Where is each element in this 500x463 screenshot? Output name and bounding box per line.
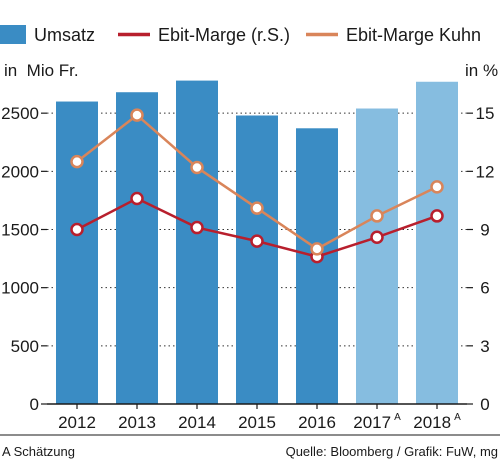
x-tick-label-2014: 2014 [178,413,216,432]
legend-label-umsatz: Umsatz [34,25,95,45]
ebit-marge-point-2012 [70,222,84,237]
ebit-marge-kuhn-point-2018 [430,180,444,194]
legend-label-ebit-marge: Ebit-Marge (r.S.) [158,25,290,45]
right-tick-label: 6 [480,279,489,298]
ebit-marge-point-2014 [190,220,204,235]
ebit-marge-kuhn-point-2012 [70,154,84,169]
ebit-marge-kuhn-point-2014 [190,160,204,175]
bar-2016 [296,128,338,405]
ebit-marge-kuhn-point-2016 [310,242,324,256]
legend-item-ebit-marge: Ebit-Marge (r.S.) [118,25,290,45]
x-axis-ticks: 2012 2013 2014 2015 2016 2017 A 2018 A [58,404,461,432]
ebit-marge-point-2013 [130,191,144,206]
ebit-marge-kuhn-point-2015 [250,201,264,215]
bar-series [56,80,458,405]
ebit-marge-point-2018 [430,209,444,223]
bar-2014 [176,80,218,405]
x-tick-label-2017: 2017 A [353,412,401,432]
x-tick-label-2016: 2016 [298,413,336,432]
ebit-marge-kuhn-point-2017 [370,209,384,223]
left-tick-label: 1000 [1,279,39,298]
left-tick-label: 2500 [1,104,39,123]
right-axis-unit: in % [465,61,498,80]
bar-2015 [236,115,278,404]
legend-swatch-umsatz [0,25,26,44]
right-axis-ticks: 0 3 6 9 12 15 [467,104,494,414]
left-tick-label: 500 [11,337,39,356]
left-tick-label: 0 [30,395,39,414]
left-axis-unit: in Mio Fr. [4,61,79,80]
footnote: A Schätzung [2,444,75,459]
bar-2018 [416,81,458,405]
estimate-superscript: A [394,412,401,423]
legend-item-umsatz: Umsatz [0,25,95,45]
line-series [70,108,444,264]
ebit-marge-point-2017 [370,230,384,245]
bar-2012 [56,101,98,405]
left-tick-label: 2000 [1,162,39,181]
x-tick-label-2012: 2012 [58,413,96,432]
left-axis-ticks: 0 500 1000 1500 2000 2500 [1,104,47,414]
right-tick-label: 15 [476,104,495,123]
right-tick-label: 9 [480,221,489,240]
right-tick-label: 0 [480,395,489,414]
bar-2017 [356,108,398,404]
source-credit: Quelle: Bloomberg / Grafik: FuW, mg [286,444,498,459]
legend-item-ebit-marge-kuhn: Ebit-Marge Kuhn [306,25,481,45]
estimate-superscript: A [454,412,461,423]
left-tick-label: 1500 [1,221,39,240]
legend-label-ebit-marge-kuhn: Ebit-Marge Kuhn [346,25,481,45]
right-tick-label: 3 [480,337,489,356]
ebit-marge-kuhn-point-2013 [130,108,144,122]
x-tick-label-2018: 2018 A [413,412,461,432]
x-tick-label-2013: 2013 [118,413,156,432]
x-tick-label-2015: 2015 [238,413,276,432]
bar-2013 [116,92,158,404]
right-tick-label: 12 [476,162,495,181]
legend: Umsatz Ebit-Marge (r.S.) Ebit-Marge Kuhn [0,25,481,45]
ebit-marge-point-2015 [250,234,264,248]
